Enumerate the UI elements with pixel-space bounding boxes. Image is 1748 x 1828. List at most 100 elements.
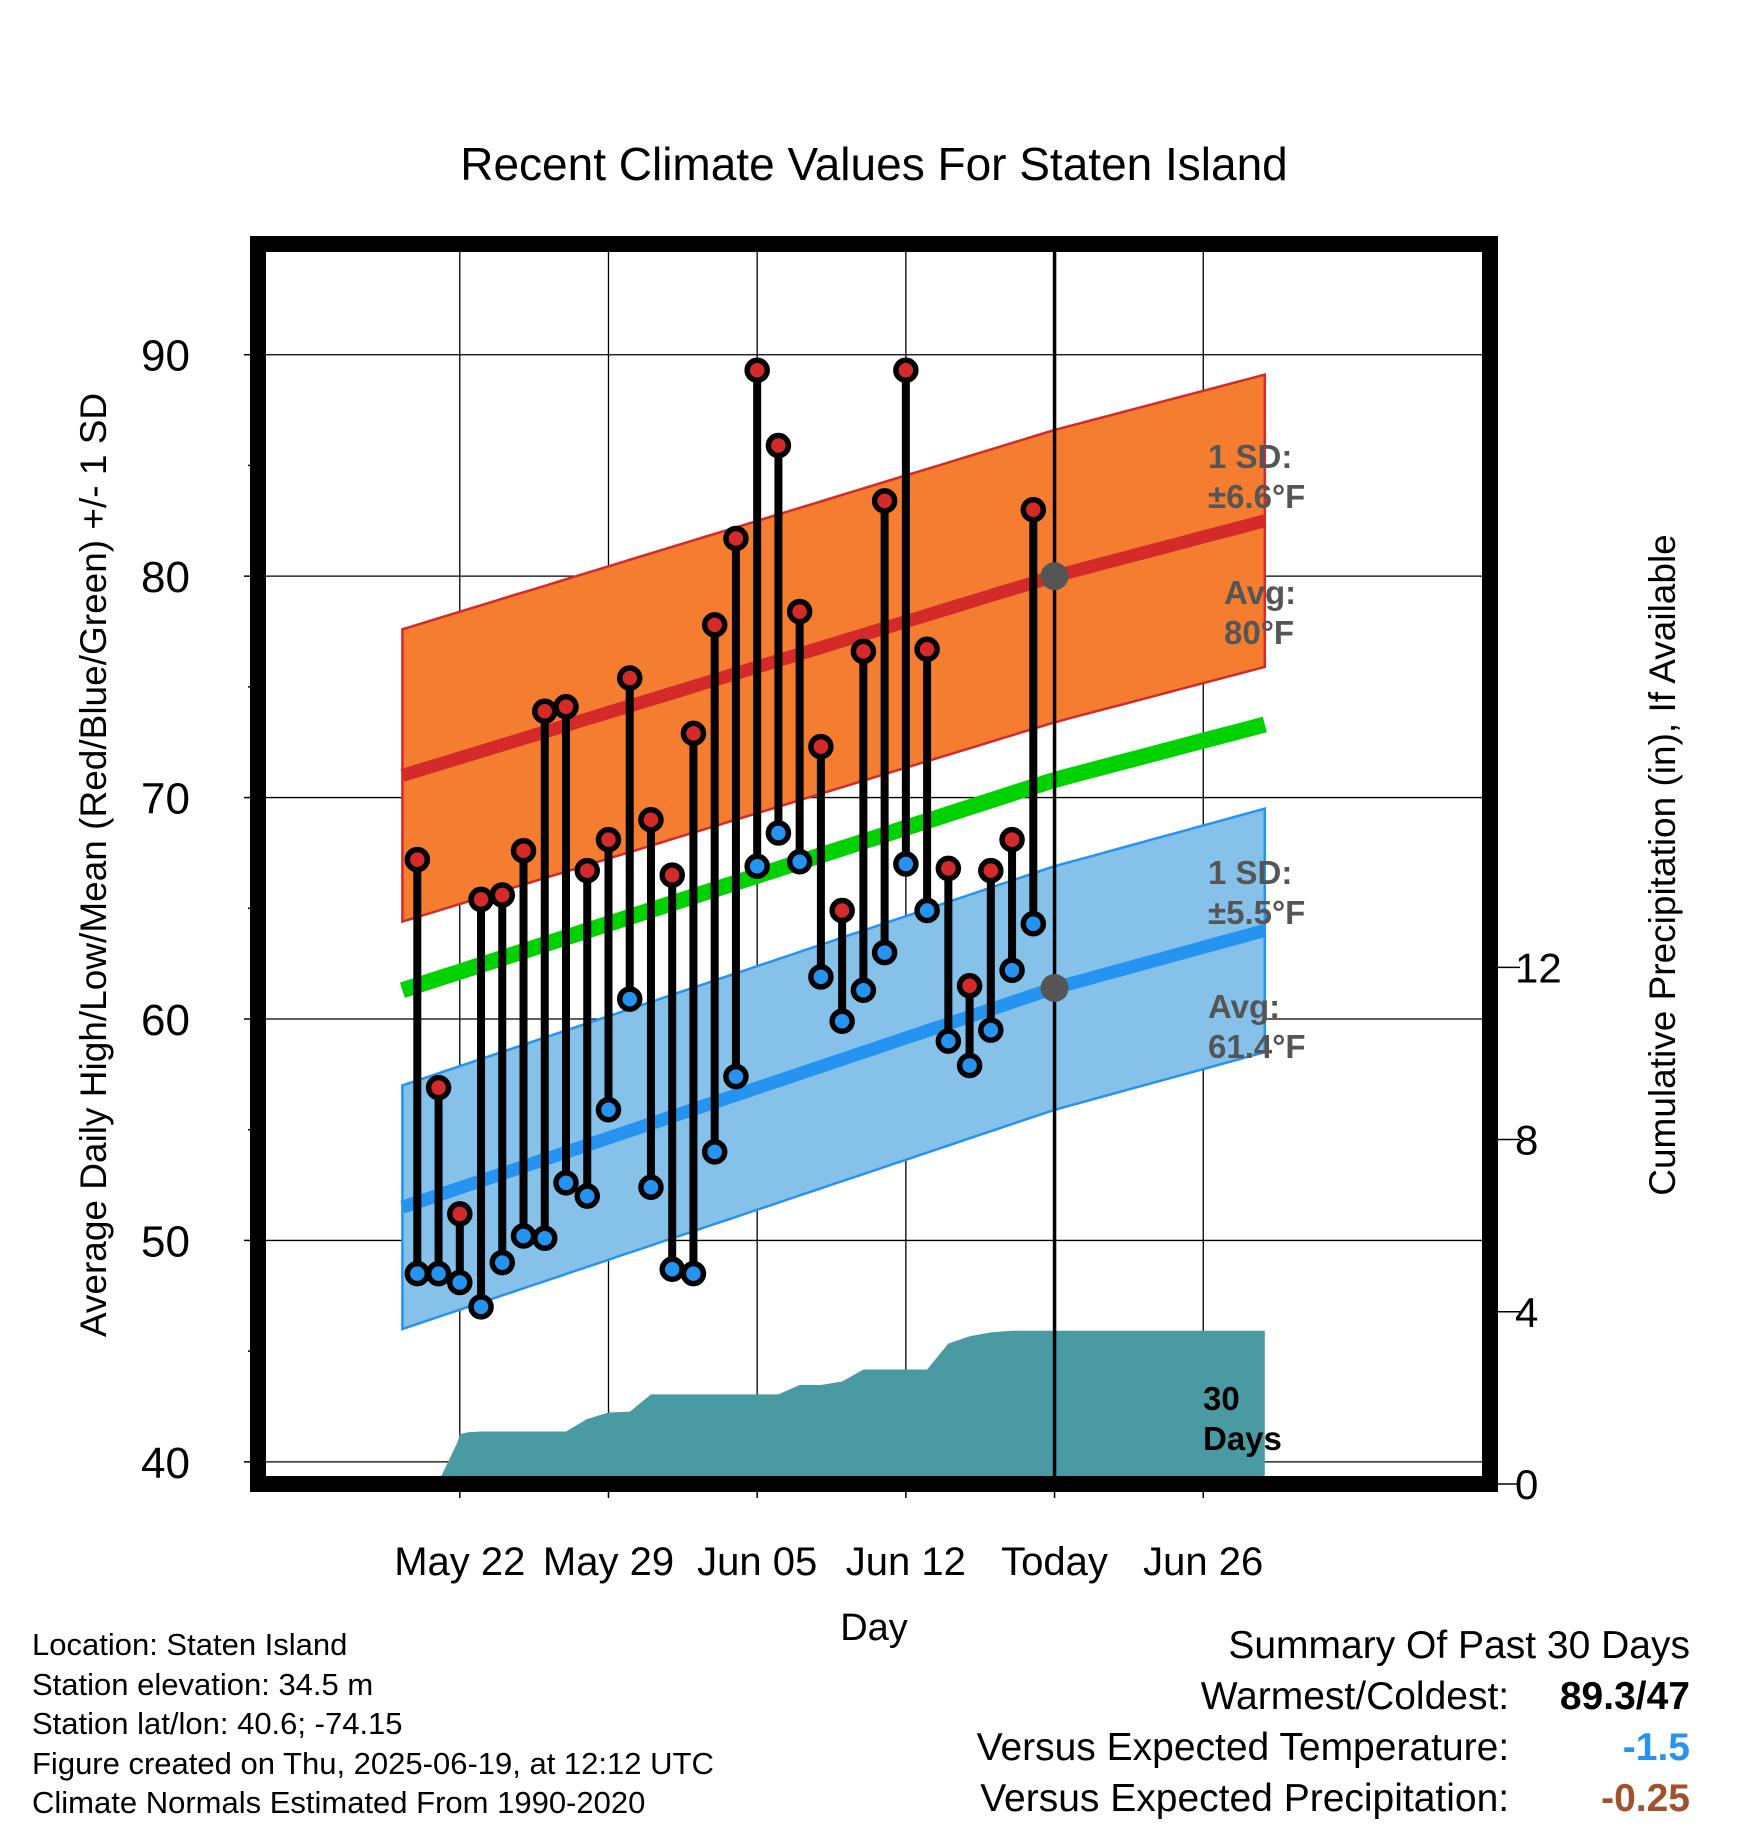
elevation-text: Station elevation: 34.5 m [32,1666,374,1702]
temp-label: Versus Expected Temperature: [976,1726,1510,1769]
y-tick-label: 60 [141,996,190,1045]
y-tick-label: 90 [141,332,190,381]
low-point [425,1260,452,1287]
low-point [701,1139,728,1165]
station-info: Location: Staten Island Station elevatio… [32,1625,714,1823]
low-sd-annotation: ±5.5°F [1208,894,1305,931]
low-point [829,1008,855,1034]
low-point [574,1183,600,1209]
window-annotation: 30 [1203,1380,1240,1417]
low-point [447,1269,473,1296]
low-point [914,897,940,924]
chart-title: Recent Climate Values For Staten Island [460,138,1288,190]
low-point [532,1225,558,1251]
low-point [786,849,813,875]
low-point [1020,911,1047,937]
high-point [765,432,792,459]
y-tick-label: 80 [141,553,190,602]
high-point [489,882,516,908]
plot-frame [250,236,1498,1492]
high-point [595,826,622,853]
today-low-normal-marker [1040,974,1069,1002]
low-point [850,977,877,1003]
low-point [999,957,1025,984]
low-point [404,1260,431,1287]
coldest-value: 47 [1646,1675,1690,1718]
low-point [468,1294,494,1320]
high-avg-annotation: 80°F [1224,614,1294,651]
high-point [723,525,749,552]
x-tick-label: Today [1001,1540,1108,1584]
high-point [744,357,770,383]
precip-area [402,1330,1265,1484]
x-tick-label: May 22 [394,1540,525,1584]
high-point [893,357,919,383]
high-point [1020,496,1047,523]
y-tick-label: 70 [141,775,190,824]
x-tick-label: May 29 [543,1540,674,1584]
high-point [701,612,728,638]
low-point [871,939,898,966]
high-avg-annotation: Avg: [1224,574,1296,611]
warmest-coldest-value: 89.3/47 [1520,1671,1690,1722]
high-point [786,598,813,625]
created-text: Figure created on Thu, 2025-06-19, at 12… [32,1745,714,1781]
summary-warmest-row: Warmest/Coldest: 89.3/47 [977,1671,1690,1722]
warmest-value: 89.3 [1559,1675,1636,1718]
low-point [893,851,919,877]
location-text: Location: Staten Island [32,1627,348,1662]
low-point [510,1223,537,1249]
low-point [680,1260,707,1287]
low-point [765,820,792,846]
high-point [553,694,579,720]
high-point [871,488,898,514]
low-point [956,1052,983,1079]
high-point [532,698,558,724]
y2-tick-label: 12 [1515,944,1562,991]
summary-precip-row: Versus Expected Precipitation: -0.25 [977,1773,1690,1824]
low-point [935,1028,962,1054]
y-axis-title: Average Daily High/Low/Mean (Red/Blue/Gr… [73,393,114,1337]
y2-axis-title: Cumulative Precipitation (in), If Availa… [1642,534,1683,1196]
low-avg-annotation: 61.4°F [1208,1028,1306,1065]
summary-temp-row: Versus Expected Temperature: -1.5 [977,1722,1690,1773]
y2-tick-label: 0 [1515,1461,1538,1508]
low-point [808,964,834,990]
y-tick-label: 40 [141,1439,190,1488]
low-point [978,1017,1004,1043]
high-point [935,855,962,882]
high-point [978,857,1004,884]
y2-tick-label: 8 [1515,1117,1538,1164]
window-annotation: Days [1203,1420,1282,1457]
low-point [659,1256,685,1282]
warmest-label: Warmest/Coldest: [1200,1675,1510,1718]
high-point [574,857,600,884]
latlon-text: Station lat/lon: 40.6; -74.15 [32,1706,403,1741]
high-point [850,638,877,665]
normals-text: Climate Normals Estimated From 1990-2020 [32,1785,646,1820]
high-point [425,1074,452,1101]
low-point [595,1097,622,1123]
high-point [510,837,537,864]
high-point [680,720,707,747]
high-point [999,826,1025,853]
high-point [447,1201,473,1227]
high-sd-annotation: 1 SD: [1208,438,1292,475]
y-tick-label: 50 [141,1217,190,1266]
x-tick-label: Jun 12 [846,1540,966,1584]
low-sd-annotation: 1 SD: [1208,854,1292,891]
temp-value: -1.5 [1622,1726,1690,1769]
low-point [489,1249,516,1276]
warmest-separator: / [1635,1675,1647,1718]
x-tick-label: Jun 26 [1143,1540,1263,1584]
low-point [744,853,770,879]
low-point [638,1174,664,1201]
today-high-normal-marker [1040,562,1069,591]
high-point [829,897,855,924]
high-point [808,733,834,760]
low-point [553,1170,579,1196]
high-point [914,636,940,662]
high-point [956,973,983,999]
x-tick-label: Jun 05 [697,1540,817,1584]
